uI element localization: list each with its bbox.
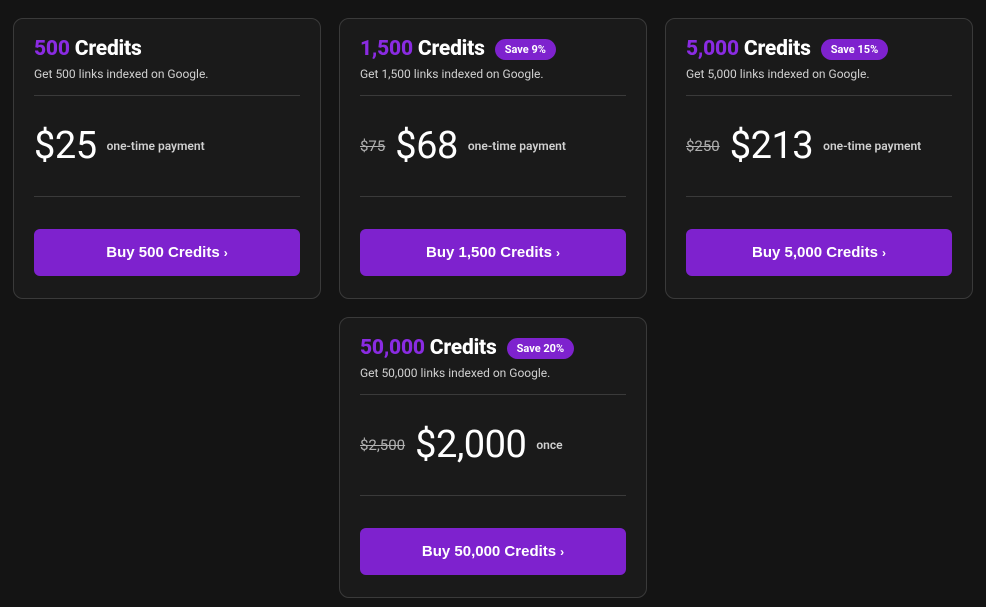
card-title: 50,000 Credits: [360, 336, 497, 360]
payment-note: once: [536, 438, 562, 452]
price-row: $2,500 $2,000 once: [360, 395, 626, 495]
pricing-card-1500: 1,500 Credits Save 9% Get 1,500 links in…: [339, 18, 647, 299]
pricing-grid: 500 Credits Get 500 links indexed on Goo…: [12, 18, 974, 598]
buy-button-1500[interactable]: Buy 1,500 Credits ›: [360, 229, 626, 276]
old-price: $250: [686, 137, 720, 155]
credit-amount: 1,500: [360, 37, 413, 61]
credit-amount: 5,000: [686, 37, 739, 61]
old-price: $75: [360, 137, 385, 155]
divider: [34, 196, 300, 197]
credit-suffix: Credits: [430, 336, 497, 360]
pricing-card-5000: 5,000 Credits Save 15% Get 5,000 links i…: [665, 18, 973, 299]
chevron-right-icon: ›: [224, 246, 228, 260]
credit-amount: 500: [34, 37, 70, 61]
buy-button-50000[interactable]: Buy 50,000 Credits ›: [360, 528, 626, 575]
price: $25: [34, 124, 97, 168]
buy-button-label: Buy 500 Credits: [106, 244, 219, 261]
payment-note: one-time payment: [468, 139, 566, 153]
price: $2,000: [415, 423, 526, 467]
price-row: $250 $213 one-time payment: [686, 96, 952, 196]
save-badge: Save 9%: [495, 39, 556, 60]
card-header: 1,500 Credits Save 9%: [360, 37, 626, 61]
divider: [686, 196, 952, 197]
divider: [360, 196, 626, 197]
card-subtext: Get 5,000 links indexed on Google.: [686, 67, 952, 81]
card-subtext: Get 1,500 links indexed on Google.: [360, 67, 626, 81]
payment-note: one-time payment: [823, 139, 921, 153]
card-header: 5,000 Credits Save 15%: [686, 37, 952, 61]
card-header: 500 Credits: [34, 37, 300, 61]
pricing-card-500: 500 Credits Get 500 links indexed on Goo…: [13, 18, 321, 299]
card-header: 50,000 Credits Save 20%: [360, 336, 626, 360]
card-title: 1,500 Credits: [360, 37, 485, 61]
card-subtext: Get 50,000 links indexed on Google.: [360, 366, 626, 380]
pricing-card-50000: 50,000 Credits Save 20% Get 50,000 links…: [339, 317, 647, 598]
buy-button-label: Buy 1,500 Credits: [426, 244, 552, 261]
credit-suffix: Credits: [744, 37, 811, 61]
buy-button-label: Buy 50,000 Credits: [422, 543, 556, 560]
buy-button-500[interactable]: Buy 500 Credits ›: [34, 229, 300, 276]
payment-note: one-time payment: [107, 139, 205, 153]
chevron-right-icon: ›: [882, 246, 886, 260]
chevron-right-icon: ›: [556, 246, 560, 260]
buy-button-5000[interactable]: Buy 5,000 Credits ›: [686, 229, 952, 276]
chevron-right-icon: ›: [560, 545, 564, 559]
card-title: 500 Credits: [34, 37, 142, 61]
old-price: $2,500: [360, 436, 405, 454]
price-row: $25 one-time payment: [34, 96, 300, 196]
credit-suffix: Credits: [75, 37, 142, 61]
save-badge: Save 20%: [507, 338, 575, 359]
price-row: $75 $68 one-time payment: [360, 96, 626, 196]
card-subtext: Get 500 links indexed on Google.: [34, 67, 300, 81]
card-title: 5,000 Credits: [686, 37, 811, 61]
price: $68: [395, 124, 458, 168]
save-badge: Save 15%: [821, 39, 889, 60]
credit-amount: 50,000: [360, 336, 425, 360]
buy-button-label: Buy 5,000 Credits: [752, 244, 878, 261]
price: $213: [730, 124, 813, 168]
credit-suffix: Credits: [418, 37, 485, 61]
divider: [360, 495, 626, 496]
